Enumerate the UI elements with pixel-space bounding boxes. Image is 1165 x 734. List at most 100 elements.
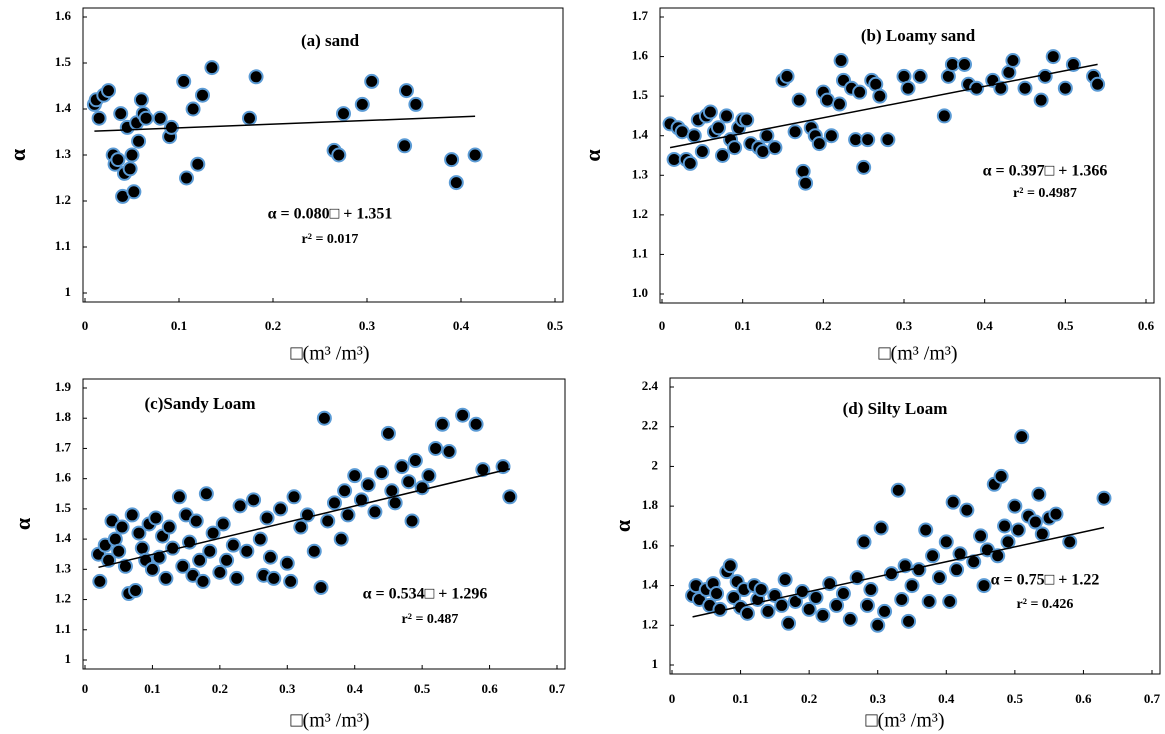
trendline bbox=[692, 526, 1105, 618]
point bbox=[273, 501, 289, 517]
point bbox=[842, 611, 858, 627]
y-tick-label: 1.6 bbox=[55, 8, 72, 23]
point bbox=[195, 573, 211, 589]
y-axis-label: α bbox=[610, 519, 635, 532]
point bbox=[401, 474, 417, 490]
point bbox=[912, 68, 928, 84]
point bbox=[225, 537, 241, 553]
point bbox=[1034, 526, 1050, 542]
point bbox=[111, 543, 127, 559]
annotation: α = 0.534□ + 1.296 bbox=[363, 586, 488, 603]
point bbox=[394, 459, 410, 475]
x-tick-label: 0.7 bbox=[1144, 691, 1161, 706]
point bbox=[380, 425, 396, 441]
point bbox=[781, 615, 797, 631]
x-tick-label: 0.6 bbox=[1138, 318, 1155, 333]
point bbox=[326, 495, 342, 511]
y-tick-label: 1.1 bbox=[55, 238, 71, 253]
point bbox=[1007, 498, 1023, 514]
point bbox=[945, 494, 961, 510]
y-tick-label: 2 bbox=[652, 457, 659, 472]
x-tick-label: 0.5 bbox=[1057, 318, 1074, 333]
point bbox=[1027, 514, 1043, 530]
y-tick-label: 1.6 bbox=[55, 470, 72, 485]
x-axis-label: □(m³ /m³) bbox=[290, 710, 369, 732]
point bbox=[829, 597, 845, 613]
point bbox=[726, 589, 742, 605]
point bbox=[957, 56, 972, 72]
x-tick-label: 0.3 bbox=[359, 318, 376, 333]
point bbox=[387, 495, 403, 511]
x-tick-label: 0.1 bbox=[732, 691, 748, 706]
x-tick-label: 0.7 bbox=[549, 681, 566, 696]
point bbox=[872, 88, 888, 104]
plot-frame bbox=[669, 377, 1161, 675]
point bbox=[262, 549, 278, 565]
point bbox=[702, 104, 718, 120]
point bbox=[468, 416, 484, 432]
point bbox=[144, 561, 160, 577]
point bbox=[890, 482, 906, 498]
x-axis-label: □(m³ /m³) bbox=[878, 343, 957, 365]
point bbox=[938, 534, 954, 550]
y-tick-label: 2.2 bbox=[642, 418, 658, 433]
point bbox=[367, 504, 383, 520]
point bbox=[152, 110, 168, 126]
point bbox=[337, 483, 353, 499]
point bbox=[880, 132, 896, 148]
x-axis-label: □(m³ /m³) bbox=[290, 343, 369, 365]
y-tick-label: 1.5 bbox=[55, 54, 72, 69]
point bbox=[791, 92, 807, 108]
point bbox=[336, 106, 351, 122]
point bbox=[959, 502, 975, 518]
y-tick-label: 1.3 bbox=[55, 560, 72, 575]
point bbox=[128, 582, 144, 598]
point bbox=[686, 128, 702, 144]
x-tick-label: 0.6 bbox=[481, 681, 498, 696]
point bbox=[229, 570, 245, 586]
x-tick-label: 0 bbox=[659, 318, 666, 333]
point bbox=[694, 144, 710, 160]
point bbox=[990, 548, 1006, 564]
point bbox=[306, 543, 322, 559]
point bbox=[293, 519, 309, 535]
point bbox=[897, 558, 913, 574]
point bbox=[331, 147, 347, 163]
point bbox=[795, 163, 811, 179]
point bbox=[414, 480, 430, 496]
point bbox=[148, 510, 164, 526]
point bbox=[92, 573, 108, 589]
point bbox=[434, 416, 450, 432]
point bbox=[877, 603, 893, 619]
point bbox=[894, 591, 910, 607]
point bbox=[777, 572, 793, 588]
point bbox=[441, 443, 457, 459]
point bbox=[300, 507, 316, 523]
point bbox=[122, 161, 138, 177]
point bbox=[739, 605, 755, 621]
trendline bbox=[94, 115, 476, 132]
point bbox=[674, 124, 690, 140]
annotation: r² = 0.426 bbox=[1017, 597, 1074, 612]
trendline bbox=[98, 468, 510, 569]
point bbox=[873, 520, 889, 536]
x-tick-label: 0.4 bbox=[977, 318, 994, 333]
point bbox=[1057, 80, 1073, 96]
point bbox=[192, 552, 208, 568]
point bbox=[973, 528, 989, 544]
point bbox=[911, 562, 927, 578]
point bbox=[134, 540, 150, 556]
annotation: r² = 0.4987 bbox=[1013, 186, 1077, 201]
point bbox=[138, 110, 154, 126]
point bbox=[133, 92, 149, 108]
y-tick-label: 1 bbox=[652, 656, 659, 671]
point bbox=[1045, 49, 1061, 65]
point bbox=[918, 522, 934, 538]
point bbox=[455, 407, 471, 423]
x-tick-label: 0.2 bbox=[265, 318, 281, 333]
y-tick-label: 1.4 bbox=[55, 530, 72, 545]
x-tick-label: 0.3 bbox=[279, 681, 296, 696]
annotation: α = 0.080□ + 1.351 bbox=[268, 206, 393, 223]
point bbox=[219, 552, 235, 568]
point bbox=[715, 148, 730, 163]
